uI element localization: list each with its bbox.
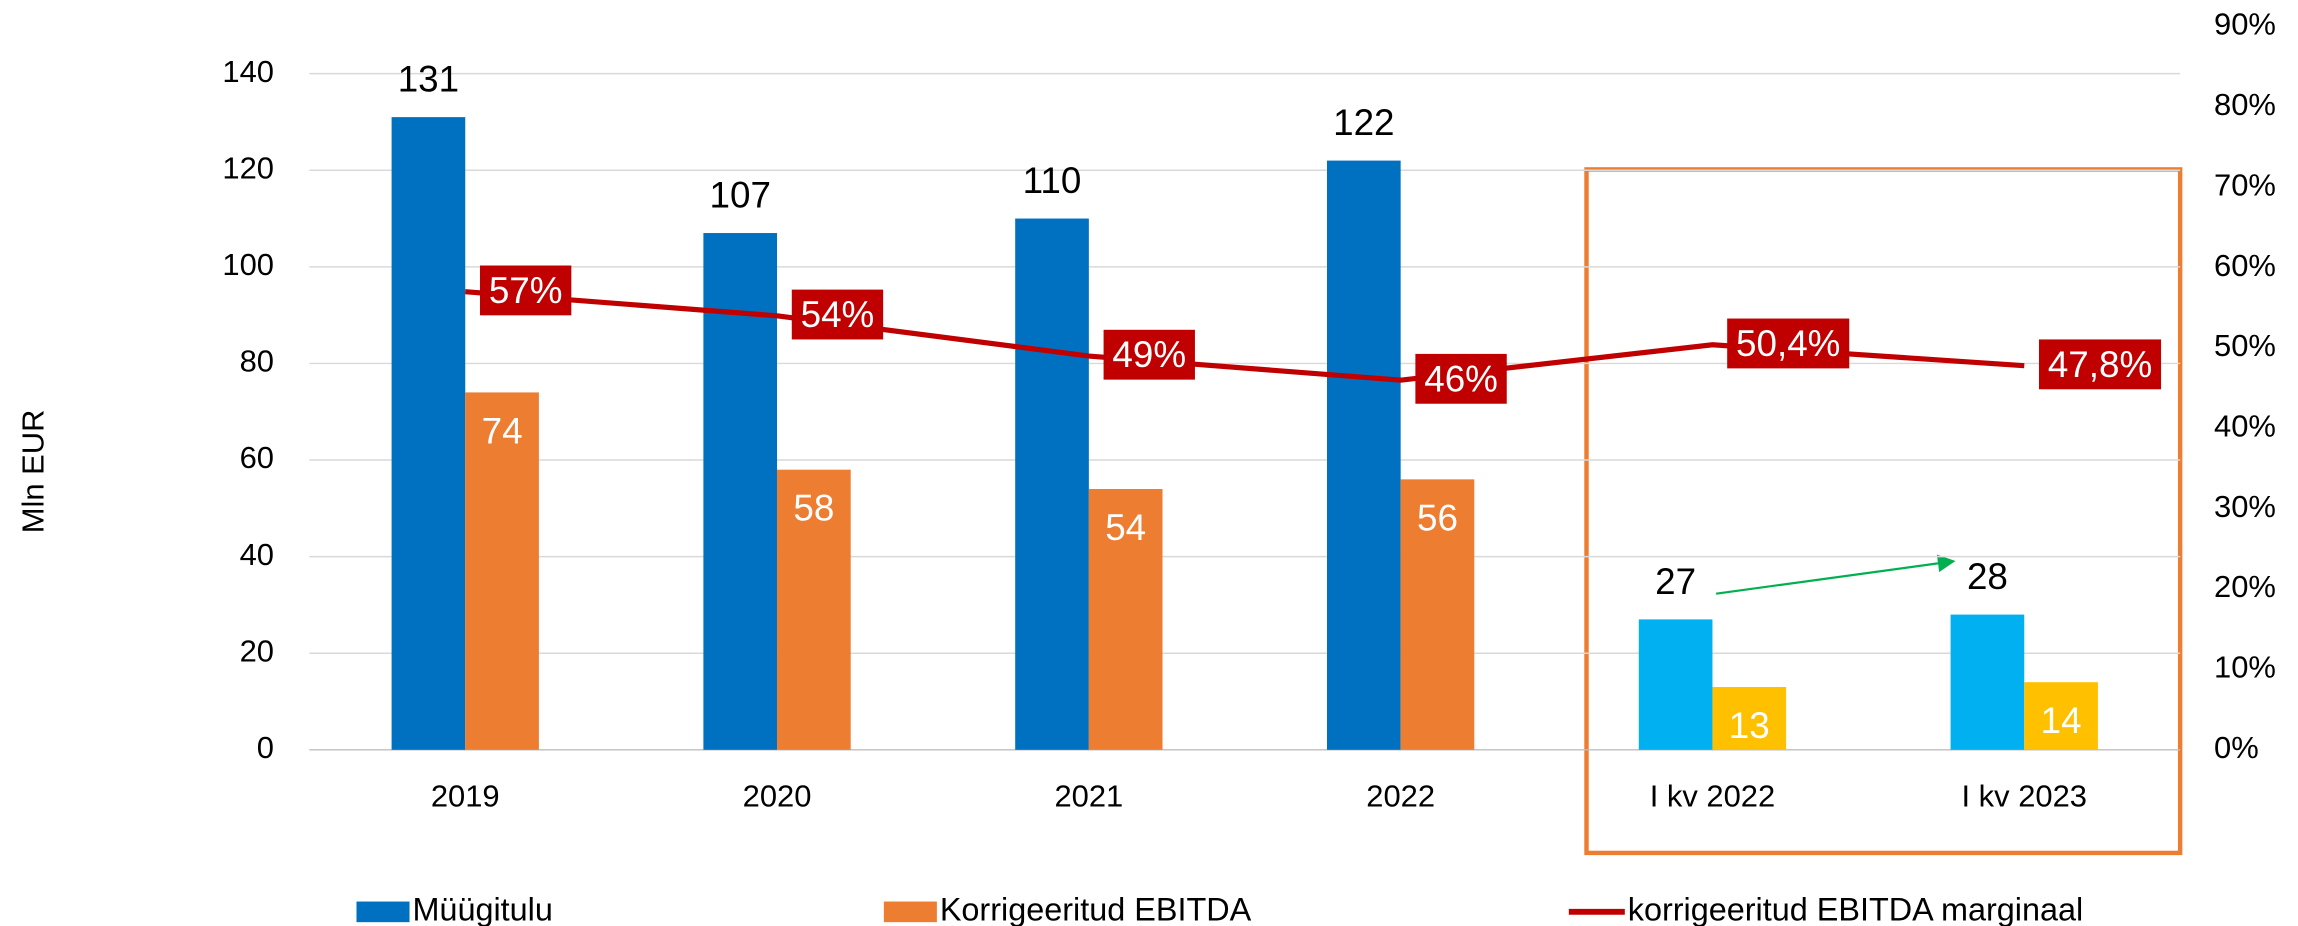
growth-arrow — [1715, 554, 1956, 595]
x-tick-label: I kv 2023 — [1962, 779, 2087, 814]
bar — [2024, 682, 2098, 750]
y2-tick-label: 10% — [2214, 650, 2276, 685]
line-data-label: 54% — [801, 294, 875, 335]
line-label: 57% — [479, 265, 572, 316]
x-tick-label: I kv 2022 — [1650, 779, 1775, 814]
data-label: 14 — [2041, 700, 2082, 741]
y2-tick-label: 60% — [2214, 248, 2276, 283]
data-label: 107 — [710, 174, 771, 215]
data-label: 56 — [1417, 497, 1458, 538]
line-data-label: 46% — [1424, 358, 1498, 399]
data-label: 74 — [482, 410, 523, 451]
bar — [391, 117, 466, 750]
bar — [703, 233, 778, 750]
bar — [1400, 479, 1475, 750]
data-label: 27 — [1655, 561, 1696, 602]
y-tick-label: 60 — [240, 440, 274, 475]
y2-tick-label: 80% — [2214, 87, 2276, 122]
data-label: 131 — [398, 58, 459, 99]
bar — [1950, 614, 2025, 750]
y2-tick-label: 40% — [2214, 409, 2276, 444]
label-box — [479, 265, 572, 316]
bar — [1088, 489, 1163, 750]
x-tick-label: 2020 — [743, 779, 812, 814]
y2-tick-label: 20% — [2214, 569, 2276, 604]
line-data-label: 57% — [489, 270, 563, 311]
bar — [777, 469, 851, 750]
y2-tick-label: 90% — [2214, 7, 2276, 42]
line-label: 49% — [1103, 329, 1195, 380]
label-box — [1727, 318, 1850, 369]
highlight-box — [1584, 167, 2183, 856]
bar — [1326, 160, 1401, 750]
x-tick-label: 2022 — [1366, 779, 1435, 814]
bar — [1638, 619, 1713, 750]
y2-tick-label: 70% — [2214, 167, 2276, 202]
line-label: 46% — [1415, 353, 1507, 404]
line-label: 47,8% — [2038, 339, 2162, 390]
line-data-label: 50,4% — [1736, 323, 1840, 364]
label-box — [1103, 329, 1195, 380]
y-tick-label: 20 — [240, 633, 274, 668]
y2-tick-label: 0% — [2214, 730, 2259, 765]
x-tick-label: 2019 — [431, 779, 500, 814]
legend-label: Müügitulu — [412, 891, 552, 926]
label-box — [1415, 353, 1507, 404]
x-tick-label: 2021 — [1054, 779, 1123, 814]
label-box — [2038, 339, 2162, 390]
bar — [465, 392, 539, 750]
legend-label: korrigeeritud EBITDA marginaal — [1628, 891, 2083, 926]
line-label: 54% — [791, 289, 884, 340]
y-tick-label: 40 — [240, 537, 274, 572]
legend-label: Korrigeeritud EBITDA — [940, 891, 1252, 926]
y-tick-label: 140 — [222, 54, 274, 89]
legend-swatch — [883, 901, 937, 923]
line-data-label: 47,8% — [2048, 344, 2152, 385]
data-label: 13 — [1729, 705, 1770, 746]
label-box — [791, 289, 884, 340]
y-tick-label: 100 — [222, 247, 274, 282]
legend-swatch — [356, 901, 410, 923]
y-tick-label: 80 — [240, 344, 274, 379]
bar — [1712, 687, 1787, 750]
line-data-label: 49% — [1112, 334, 1186, 375]
data-label: 122 — [1333, 102, 1394, 143]
y-tick-label: 120 — [222, 150, 274, 185]
y2-tick-label: 50% — [2214, 328, 2276, 363]
bar — [1015, 218, 1089, 750]
data-label: 28 — [1967, 556, 2008, 597]
data-label: 110 — [1023, 160, 1082, 201]
data-label: 54 — [1105, 507, 1146, 548]
data-label: 58 — [793, 488, 834, 529]
y2-tick-label: 30% — [2214, 489, 2276, 524]
y-tick-label: 0 — [257, 730, 274, 765]
y-axis-label: Mln EUR — [16, 410, 51, 534]
line-label: 50,4% — [1727, 318, 1850, 369]
